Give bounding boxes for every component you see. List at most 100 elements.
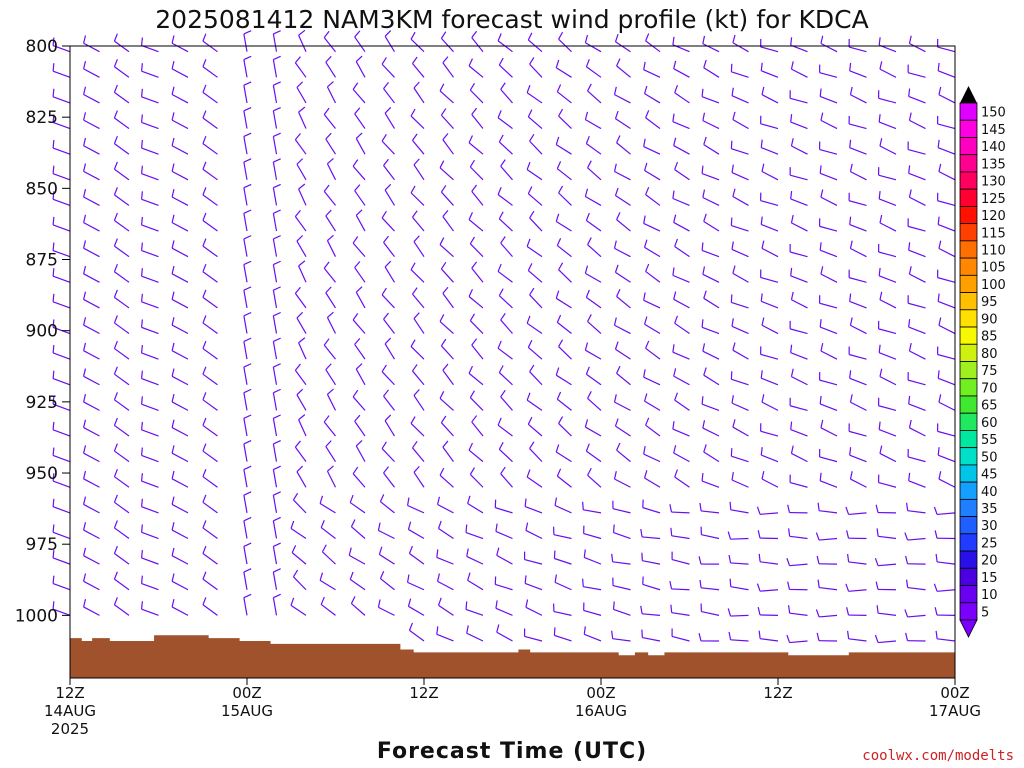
colorbar-swatch bbox=[959, 102, 978, 121]
wind-barb bbox=[529, 210, 543, 232]
wind-barb bbox=[730, 371, 749, 386]
wind-barb bbox=[878, 90, 897, 104]
wind-barb bbox=[352, 313, 366, 334]
wind-barb bbox=[587, 83, 602, 104]
wind-barb bbox=[354, 184, 366, 206]
wind-barb bbox=[354, 107, 366, 129]
wind-barb bbox=[272, 465, 281, 488]
wind-barb bbox=[645, 186, 661, 206]
wind-barb bbox=[732, 419, 749, 437]
colorbar-swatch bbox=[959, 464, 978, 483]
wind-barb bbox=[383, 158, 395, 181]
wind-barb bbox=[83, 60, 100, 78]
wind-barb bbox=[703, 290, 720, 309]
wind-barb bbox=[243, 440, 252, 462]
colorbar-label: 105 bbox=[981, 261, 1006, 276]
wind-barb bbox=[790, 37, 808, 53]
wind-barb bbox=[819, 319, 838, 335]
wind-barb bbox=[731, 472, 749, 488]
wind-barb bbox=[383, 466, 395, 488]
wind-barb bbox=[272, 55, 281, 78]
wind-barb bbox=[524, 498, 543, 514]
wind-barb bbox=[700, 603, 720, 616]
wind-barb bbox=[202, 110, 218, 130]
colorbar-label: 100 bbox=[981, 278, 1006, 293]
wind-barb bbox=[760, 115, 779, 130]
wind-barb bbox=[498, 365, 513, 386]
wind-barb bbox=[730, 63, 749, 78]
wind-barb bbox=[582, 578, 602, 591]
wind-barb bbox=[497, 263, 513, 283]
wind-barb bbox=[243, 209, 252, 232]
wind-barb bbox=[879, 291, 897, 309]
wind-barb bbox=[469, 82, 484, 104]
wind-barb bbox=[790, 368, 808, 386]
wind-barb bbox=[378, 546, 395, 565]
colorbar-swatch bbox=[959, 137, 978, 156]
wind-barb bbox=[525, 599, 543, 616]
wind-barb bbox=[879, 445, 897, 463]
wind-barb bbox=[294, 440, 307, 462]
wind-barb bbox=[243, 363, 252, 385]
wind-barb bbox=[905, 555, 926, 565]
wind-barb bbox=[558, 262, 572, 283]
wind-barb bbox=[113, 340, 130, 360]
wind-barb bbox=[113, 161, 130, 181]
wind-barb bbox=[938, 394, 956, 411]
colorbar-swatch bbox=[959, 274, 978, 293]
wind-barb bbox=[471, 415, 484, 437]
wind-barb bbox=[790, 190, 808, 206]
wind-barb bbox=[879, 368, 897, 386]
wind-barb bbox=[674, 85, 690, 104]
wind-barb bbox=[730, 217, 749, 232]
wind-barb bbox=[243, 235, 252, 257]
wind-barb bbox=[849, 86, 867, 104]
wind-barb bbox=[83, 112, 100, 130]
wind-barb bbox=[526, 315, 543, 335]
wind-barb bbox=[439, 83, 454, 104]
wind-barb bbox=[171, 317, 189, 335]
wind-barb bbox=[878, 344, 897, 360]
wind-barb bbox=[52, 114, 71, 130]
wind-barb bbox=[442, 286, 454, 309]
wind-barb bbox=[171, 496, 189, 514]
wind-barb bbox=[908, 35, 926, 53]
wind-barb bbox=[296, 311, 307, 334]
wind-barb bbox=[243, 337, 252, 360]
colorbar-label: 30 bbox=[981, 519, 998, 534]
wind-barb bbox=[523, 628, 543, 642]
wind-barb bbox=[757, 530, 779, 540]
y-tick-label: 1000 bbox=[15, 606, 58, 626]
wind-barb bbox=[553, 627, 572, 642]
wind-barb bbox=[290, 597, 307, 616]
wind-barb bbox=[202, 238, 218, 258]
wind-barb bbox=[243, 30, 252, 52]
wind-barb bbox=[701, 396, 720, 411]
wind-barb bbox=[202, 59, 218, 78]
wind-barb bbox=[243, 158, 252, 180]
wind-barb bbox=[643, 369, 661, 386]
wind-barb bbox=[849, 471, 867, 488]
wind-barb bbox=[640, 528, 661, 540]
wind-barb bbox=[703, 444, 720, 463]
wind-barb bbox=[384, 260, 396, 283]
wind-barb bbox=[669, 504, 690, 514]
wind-barb bbox=[585, 212, 602, 232]
wind-barb bbox=[171, 445, 189, 463]
wind-barb bbox=[789, 90, 808, 104]
wind-barb bbox=[938, 240, 956, 258]
wind-barb bbox=[760, 370, 779, 386]
wind-barb bbox=[525, 522, 543, 540]
wind-barb bbox=[298, 183, 307, 206]
wind-barb bbox=[377, 599, 395, 616]
colorbar-label: 15 bbox=[981, 571, 998, 586]
wind-barb bbox=[52, 473, 71, 488]
wind-barb bbox=[52, 524, 71, 540]
wind-barb bbox=[640, 605, 661, 616]
wind-barb bbox=[272, 491, 281, 513]
wind-barb bbox=[348, 547, 366, 565]
wind-barb bbox=[323, 338, 336, 360]
wind-barb bbox=[849, 394, 867, 411]
plot-frame bbox=[69, 45, 956, 679]
